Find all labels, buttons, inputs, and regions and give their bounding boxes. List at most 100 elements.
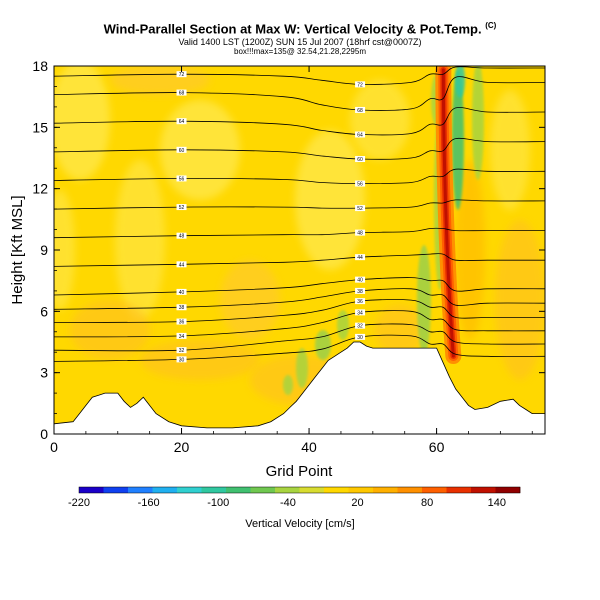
isentrope-label: 36: [355, 298, 366, 305]
colorbar-tick-label: 140: [488, 497, 506, 509]
isentrope-label-box: [355, 287, 366, 294]
isentrope-contours: 30 30 32 32 34 34 36 36 38 38 40 40 44 44 48 48 52 52 56 56…: [54, 66, 545, 363]
x-axis-label: Grid Point: [266, 463, 334, 480]
isentrope-label: 36: [176, 318, 187, 326]
isentrope-line: [54, 299, 545, 323]
isentrope-label: 72: [355, 81, 366, 88]
updraft-band: [441, 68, 455, 358]
isentrope-line: [54, 310, 545, 338]
isentrope-label-text: 64: [179, 119, 185, 125]
isentrope-label-text: 32: [179, 348, 185, 354]
colorbar-tick-label: 80: [421, 497, 433, 509]
colorbar-swatch: [226, 487, 251, 493]
isentrope-label-text: 68: [357, 108, 363, 114]
downdraft-streak: [455, 66, 465, 98]
isentrope-line: [54, 277, 545, 296]
chart-title-units: (C): [485, 21, 497, 30]
colorbar-swatch: [103, 487, 129, 493]
isentrope-label: 48: [176, 232, 187, 240]
isentrope-label: 44: [355, 254, 366, 261]
isentrope-label-box: [355, 333, 366, 340]
isentrope-label-box: [355, 106, 366, 113]
isentrope-label: 38: [355, 287, 366, 295]
isentrope-label: 68: [355, 106, 366, 114]
isentrope-label-box: [176, 347, 187, 354]
isentrope-label: 48: [355, 229, 366, 237]
chart-title-text: Wind-Parallel Section at Max W: Vertical…: [103, 21, 482, 37]
downdraft-streak: [337, 310, 349, 340]
shading-patch: [115, 160, 165, 320]
colorbar-swatch: [177, 487, 202, 493]
isentrope-label: 44: [176, 261, 187, 268]
isentrope-label-text: 34: [179, 334, 185, 340]
downdraft-streak: [283, 375, 293, 395]
isentrope-label-box: [355, 81, 366, 88]
colorbar-swatch: [373, 487, 398, 493]
isentrope-label-text: 40: [357, 278, 363, 284]
colorbar-swatch: [79, 487, 104, 493]
shading-patch: [220, 260, 280, 340]
isentrope-label-box: [176, 118, 187, 125]
isentrope-label-text: 72: [179, 72, 185, 78]
y-tick-label: 3: [40, 365, 48, 381]
downdraft-streak: [315, 330, 331, 360]
isentrope-label: 32: [176, 347, 187, 354]
colorbar-swatch: [299, 487, 325, 493]
isentrope-label-text: 64: [357, 132, 363, 138]
isentrope-label-box: [176, 261, 187, 268]
downdraft-streak: [452, 70, 464, 210]
colorbar-swatch: [324, 487, 349, 493]
isentrope-line: [54, 334, 545, 362]
isentrope-label-text: 40: [179, 290, 185, 296]
isentrope-label-box: [355, 298, 366, 305]
x-tick-label: 0: [50, 439, 58, 455]
shading-patch: [140, 340, 260, 380]
isentrope-label-text: 48: [179, 234, 185, 240]
isentrope-label: 64: [176, 118, 187, 125]
colorbar-swatch: [446, 487, 472, 493]
colorbar-swatch: [275, 487, 300, 493]
isentrope-label-text: 48: [357, 231, 363, 237]
isentrope-label-text: 30: [179, 357, 185, 363]
updraft-core: [435, 66, 462, 364]
colorbar-swatch: [250, 487, 276, 493]
isentrope-label-text: 36: [357, 299, 363, 305]
isentrope-label-box: [355, 229, 366, 236]
y-axis-label: Height [Kft MSL]: [9, 195, 26, 304]
isentrope-label-text: 44: [179, 262, 185, 268]
isentrope-line: [54, 66, 545, 85]
y-tick-label: 12: [32, 181, 48, 197]
isentrope-label-box: [355, 131, 366, 138]
isentrope-label-text: 52: [357, 206, 363, 212]
isentrope-label-text: 34: [357, 310, 363, 316]
colorbar-swatch: [495, 487, 521, 493]
isentrope-label-text: 32: [357, 324, 363, 330]
isentrope-line: [54, 323, 545, 352]
downdraft-streak: [296, 348, 308, 388]
isentrope-label: 56: [176, 175, 187, 182]
shading-patch: [455, 160, 485, 340]
isentrope-label: 34: [176, 332, 187, 340]
isentrope-label: 32: [355, 322, 366, 330]
y-tick-label: 18: [32, 58, 48, 74]
downdraft-streak: [472, 66, 484, 180]
isentrope-label: 30: [355, 333, 366, 341]
isentrope-line: [54, 168, 545, 185]
isentrope-label-box: [176, 89, 187, 96]
y-tick-label: 6: [40, 303, 48, 319]
isentrope-label-text: 60: [179, 148, 185, 154]
isentrope-label-text: 36: [179, 320, 185, 326]
isentrope-label-box: [176, 288, 187, 295]
box-max-line: box!!!max=135@ 32.54,21.28,2295m: [234, 47, 366, 56]
isentrope-label-box: [176, 304, 187, 311]
colorbar-swatch: [348, 487, 374, 493]
isentrope-label-text: 38: [357, 289, 363, 295]
colorbar-swatch: [471, 487, 496, 493]
isentrope-label-text: 68: [179, 91, 185, 97]
valid-time-line: Valid 1400 LST (1200Z) SUN 15 Jul 2007 (…: [178, 37, 422, 47]
isentrope-label-box: [176, 71, 187, 78]
isentrope-label: 56: [355, 180, 366, 188]
isentrope-label-box: [176, 356, 187, 363]
